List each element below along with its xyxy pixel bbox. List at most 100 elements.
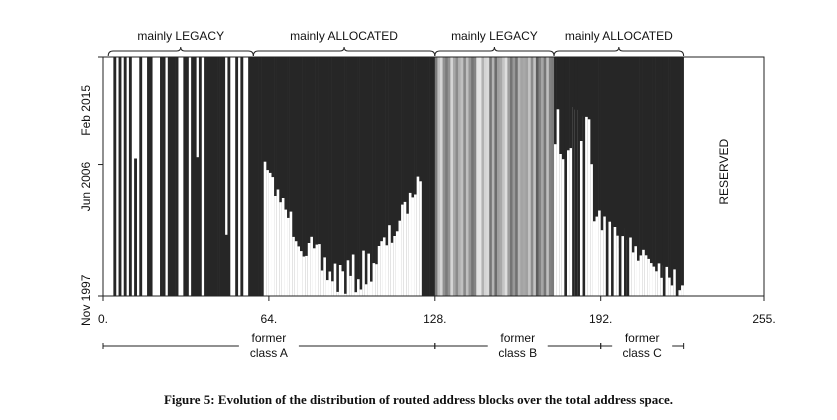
heatmap-column [465,57,469,296]
heatmap-column [250,57,254,296]
heatmap-column [582,57,586,296]
heatmap-column [287,57,290,296]
heatmap-gap [310,236,314,296]
heatmap-column [603,57,607,296]
heatmap-gap [382,237,386,296]
heatmap-gap [294,241,298,296]
heatmap-column [535,57,539,296]
heatmap-column [359,57,363,296]
heatmap-column [333,57,337,296]
heatmap-gap [403,201,407,296]
heatmap-column [346,57,350,296]
heatmap-column [611,57,614,296]
heatmap-column [429,57,433,296]
heatmap-column [662,57,666,296]
heatmap-gap [647,258,651,296]
address-space-chart: mainly LEGACY mainly ALLOCATED mainly LEGA… [79,29,776,360]
heatmap-column [546,57,550,296]
heatmap-gap [554,144,557,296]
heatmap-gap [681,285,684,296]
heatmap-column [437,57,441,296]
heatmap-gap [668,277,671,296]
heatmap-column [525,57,529,296]
heatmap-gap [271,177,275,296]
heatmap-column [255,57,259,296]
heatmap-column [372,57,376,296]
heatmap-column [369,57,373,296]
heatmap-gap [279,202,283,296]
heatmap-gap [266,170,270,296]
heatmap-column [598,57,601,296]
heatmap-gap [590,164,594,296]
heatmap-gap [362,250,366,296]
heatmap-gap [585,116,589,297]
heatmap-column [338,57,342,296]
heatmap-column [377,57,381,296]
heatmap-column [240,57,244,296]
heatmap-gap [354,292,358,296]
heatmap-gap [312,248,316,296]
heatmap-gap [634,246,638,296]
heatmap-gap [603,216,607,296]
heatmap-gap [318,244,322,296]
heatmap-gap [292,236,296,296]
range-label: class C [622,346,662,360]
heatmap-column [206,57,210,296]
heatmap-column [543,57,547,296]
heatmap-gap [328,271,332,296]
heatmap-gap [268,172,272,296]
heatmap-column [502,57,506,296]
heatmap-column [323,57,327,296]
heatmap-gap [367,253,371,296]
heatmap-column [170,57,174,296]
heatmap-column [634,57,638,296]
heatmap-column [276,57,280,296]
heatmap-column [382,57,386,296]
heatmap-column [147,57,150,296]
heatmap-column [193,57,197,296]
heatmap-column [522,57,526,296]
heatmap-column [162,57,166,296]
x-tick-label: 0. [98,312,108,326]
range-label: class B [498,346,537,360]
heatmap-column [649,57,653,296]
heatmap-gap [657,263,661,296]
heatmap-column [652,57,656,296]
heatmap-column [341,57,345,296]
heatmap-column [564,57,568,296]
x-axis: 0. 64. 128. 192. 255. [98,296,776,326]
heatmap-column [618,57,622,296]
heatmap-column [520,57,524,296]
heatmap-column [307,57,311,296]
heatmap-gap [346,260,350,296]
heatmap-gap [655,271,659,296]
heatmap-gap [320,270,324,296]
heatmap-column [595,57,599,296]
heatmap-column [390,57,394,296]
heatmap-gap [300,251,303,296]
heatmap-column [631,57,635,296]
heatmap-gap [372,263,376,296]
y-tick-label: Nov 1997 [79,274,93,326]
heatmap-gap [325,280,329,296]
heatmap-column [224,234,228,296]
heatmap-column [473,57,477,296]
heatmap-gap [338,265,342,296]
heatmap-column [167,57,171,296]
heatmap-column [294,57,298,296]
heatmap-gap [336,291,340,296]
heatmap-column [432,57,436,296]
heatmap-column [302,57,306,296]
heatmap-column [325,57,329,296]
heatmap-gap [406,213,410,296]
heatmap-gap [587,119,591,296]
heatmap-column [655,57,659,296]
heatmap-column [660,57,664,296]
heatmap-gap [556,109,560,296]
heatmap-gap [613,227,617,296]
heatmap-column [253,57,257,296]
heatmap-column [616,57,620,296]
heatmap-gap [333,263,337,296]
heatmap-gap [388,225,392,296]
